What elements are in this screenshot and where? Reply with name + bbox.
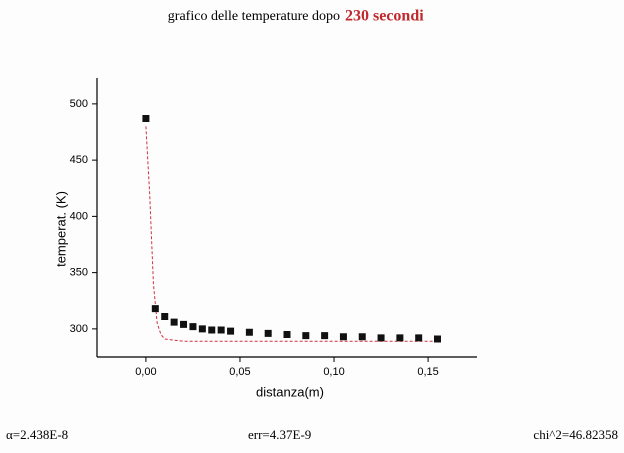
data-point [198,325,206,333]
data-point [339,333,347,341]
data-point [217,326,225,334]
footer-chi: chi^2=46.82358 [533,427,618,442]
data-point [161,313,169,320]
data-point [245,328,253,336]
chart-title: grafico delle temperature dopo [168,9,340,24]
data-point [321,332,329,340]
data-point [264,329,272,337]
footer-alpha: α=2.438E-8 [6,427,68,442]
footer-err: err=4.37E-9 [248,427,311,442]
data-point [170,318,178,326]
data-point [302,332,310,340]
data-point [151,305,159,313]
x-axis-label: distanza(m) [256,384,324,399]
data-point [396,334,404,342]
data-point [433,335,441,343]
y-tick-label: 400 [70,210,88,222]
data-point [189,323,197,331]
data-point [180,320,188,328]
data-point [208,326,216,334]
y-tick-label: 500 [70,98,88,110]
x-tick-label: 0,15 [417,366,438,378]
data-point [358,333,366,341]
data-point [377,334,385,342]
chart-title-highlight: 230 secondi [345,8,424,25]
data-point [142,115,150,122]
data-point [227,327,235,335]
data-point [415,334,423,342]
y-tick-label: 450 [70,154,88,166]
x-tick-label: 0,00 [135,366,156,378]
data-point [283,331,291,338]
x-tick-label: 0,05 [229,366,250,378]
x-tick-label: 0,10 [323,366,344,378]
fit-line [145,126,438,342]
y-axis-label: temperat. (K) [53,191,68,267]
y-tick-label: 300 [70,323,88,335]
y-tick-label: 350 [70,267,88,279]
